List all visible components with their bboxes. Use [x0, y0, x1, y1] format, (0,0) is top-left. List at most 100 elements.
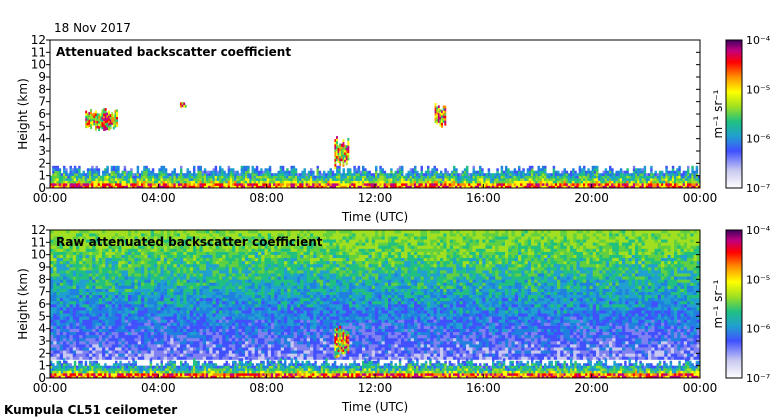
heatmap-cell [249, 185, 252, 188]
heatmap-cell [219, 341, 223, 345]
heatmap-cell [106, 173, 109, 176]
heatmap-cell [180, 173, 183, 176]
heatmap-cell [212, 248, 217, 252]
heatmap-cell [334, 156, 337, 160]
heatmap-cell [496, 185, 499, 188]
heatmap-cell [193, 236, 197, 240]
heatmap-cell [180, 257, 184, 262]
heatmap-cell [124, 294, 129, 299]
heatmap-cell [50, 316, 54, 320]
heatmap-cell [66, 260, 70, 265]
heatmap-cell [286, 183, 289, 186]
heatmap-cell [150, 288, 155, 292]
heatmap-cell [105, 270, 109, 274]
heatmap-cell [206, 316, 210, 320]
heatmap-cell [203, 175, 207, 179]
heatmap-cell [643, 183, 647, 186]
heatmap-cell [580, 178, 584, 181]
heatmap-cell [228, 260, 233, 265]
heatmap-cell [583, 178, 586, 181]
heatmap-cell [137, 236, 142, 240]
heatmap-cell [234, 170, 237, 174]
heatmap-cell [193, 344, 197, 348]
heatmap-cell [107, 118, 110, 121]
heatmap-cell [442, 183, 445, 186]
heatmap-cell [209, 322, 213, 326]
heatmap-cell [342, 141, 345, 145]
heatmap-cell [115, 260, 119, 265]
heatmap-cell [441, 125, 444, 128]
heatmap-cell [143, 180, 146, 184]
heatmap-cell [180, 168, 183, 172]
heatmap-cell [247, 183, 250, 186]
heatmap-cell [102, 276, 106, 280]
heatmap-cell [602, 178, 605, 181]
heatmap-cell [118, 344, 122, 348]
heatmap-cell [580, 185, 584, 188]
heatmap-cell [144, 341, 148, 345]
heatmap-cell [85, 341, 90, 345]
heatmap-cell [422, 175, 426, 179]
heatmap-cell [199, 257, 204, 262]
heatmap-cell [502, 175, 506, 179]
heatmap-cell [671, 175, 675, 179]
heatmap-cell [170, 344, 174, 348]
heatmap-cell [585, 178, 588, 181]
heatmap-cell [518, 173, 521, 176]
heatmap-cell [342, 168, 345, 172]
heatmap-cell [99, 185, 103, 188]
heatmap-cell [134, 233, 139, 237]
heatmap-cell [176, 273, 181, 277]
heatmap-cell [193, 310, 197, 314]
heatmap-cell [63, 270, 67, 274]
heatmap-cell [253, 185, 257, 188]
heatmap-cell [522, 173, 525, 176]
heatmap-cell [63, 297, 67, 302]
heatmap-cell [362, 180, 365, 184]
heatmap-cell [398, 168, 402, 172]
heatmap-cell [505, 175, 508, 179]
heatmap-cell [225, 185, 228, 188]
heatmap-cell [693, 173, 696, 176]
heatmap-cell [232, 325, 236, 329]
heatmap-cell [294, 173, 298, 176]
heatmap-cell [424, 185, 428, 188]
heatmap-cell [370, 185, 374, 188]
heatmap-cell [290, 165, 293, 169]
heatmap-cell [186, 230, 191, 234]
heatmap-cell [661, 175, 664, 179]
heatmap-cell [219, 175, 222, 179]
heatmap-cell [154, 310, 158, 314]
heatmap-cell [245, 180, 248, 184]
heatmap-cell [91, 123, 94, 126]
heatmap-cell [455, 173, 458, 176]
heatmap-cell [318, 173, 322, 176]
heatmap-cell [97, 170, 101, 174]
heatmap-cell [357, 178, 361, 181]
heatmap-cell [431, 170, 434, 174]
heatmap-cell [141, 325, 145, 329]
heatmap-cell [199, 313, 204, 317]
y-tick-label: 12 [31, 33, 46, 47]
heatmap-cell [121, 254, 126, 259]
heatmap-cell [433, 170, 436, 174]
heatmap-cell [121, 325, 126, 329]
heatmap-cell [202, 341, 207, 345]
heatmap-cell [199, 263, 204, 268]
heatmap-cell [167, 276, 171, 280]
heatmap-cell [323, 185, 326, 188]
heatmap-cell [63, 285, 67, 289]
heatmap-cell [50, 251, 54, 255]
heatmap-cell [472, 165, 475, 169]
heatmap-cell [669, 173, 673, 176]
heatmap-cell [121, 319, 126, 323]
heatmap-cell [630, 175, 634, 179]
heatmap-cell [154, 236, 158, 240]
heatmap-cell [160, 242, 165, 246]
heatmap-cell [479, 168, 482, 172]
x-axis-label: Time (UTC) [341, 210, 408, 224]
heatmap-cell [160, 239, 165, 243]
heatmap-cell [69, 350, 74, 354]
heatmap-cell [301, 183, 304, 186]
heatmap-cell [86, 173, 90, 176]
